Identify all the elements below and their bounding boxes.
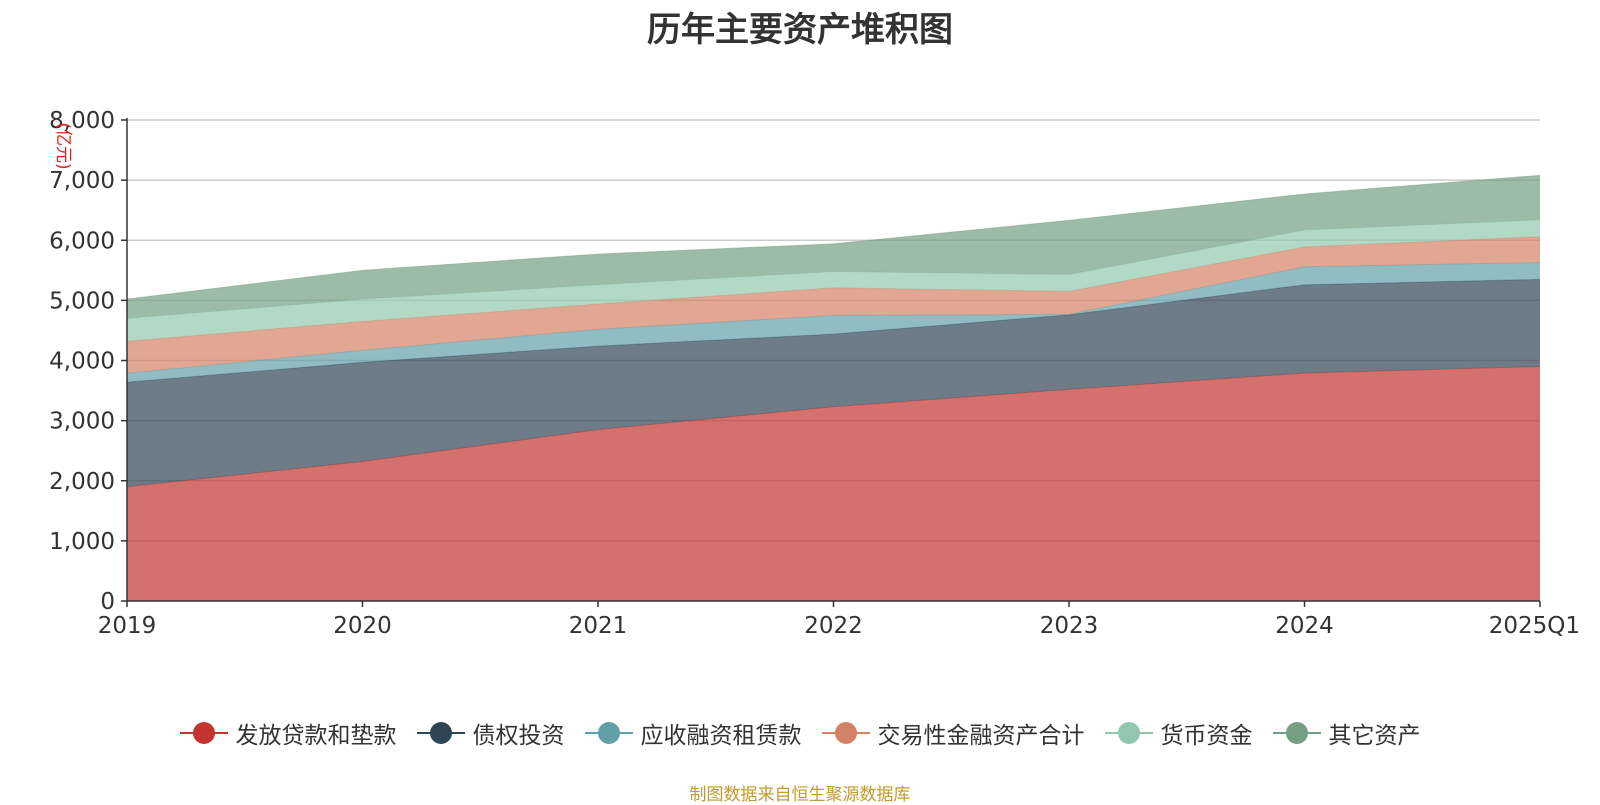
legend-label: 债权投资 [473, 716, 565, 750]
legend-item[interactable]: 货币资金 [1105, 716, 1253, 750]
legend-swatch-icon [417, 721, 465, 745]
areas [127, 175, 1540, 601]
y-tick-label: 7,000 [49, 168, 115, 194]
chart-legend: 发放贷款和垫款 债权投资 应收融资租赁款 交易性金融资产合计 货币资金 其它资产 [0, 716, 1600, 750]
legend-label: 发放贷款和垫款 [236, 716, 397, 750]
x-tick-label: 2020 [333, 613, 392, 639]
y-tick-label: 3,000 [49, 409, 115, 435]
legend-label: 应收融资租赁款 [641, 716, 802, 750]
x-tick-label: 2023 [1040, 613, 1099, 639]
y-tick-label: 5,000 [49, 288, 115, 314]
legend-swatch-icon [822, 721, 870, 745]
y-tick-label: 4,000 [49, 349, 115, 375]
legend-label: 其它资产 [1329, 716, 1421, 750]
legend-item[interactable]: 发放贷款和垫款 [180, 716, 397, 750]
legend-swatch-icon [1273, 721, 1321, 745]
x-tick-label: 2021 [569, 613, 628, 639]
y-tick-label: 2,000 [49, 469, 115, 495]
legend-swatch-icon [1105, 721, 1153, 745]
x-tick-label: 2025Q1 [1489, 613, 1580, 639]
legend-label: 交易性金融资产合计 [878, 716, 1085, 750]
legend-swatch-icon [180, 721, 228, 745]
x-tick-label: 2019 [98, 613, 157, 639]
y-tick-label: 0 [100, 589, 115, 615]
legend-item[interactable]: 债权投资 [417, 716, 565, 750]
legend-label: 货币资金 [1161, 716, 1253, 750]
stacked-area-chart: 01,0002,0003,0004,0005,0006,0007,0008,00… [0, 0, 1600, 800]
legend-item[interactable]: 交易性金融资产合计 [822, 716, 1085, 750]
x-tick-label: 2024 [1275, 613, 1334, 639]
legend-item[interactable]: 应收融资租赁款 [585, 716, 802, 750]
y-tick-label: 1,000 [49, 529, 115, 555]
legend-swatch-icon [585, 721, 633, 745]
y-axis-label: (亿元) [53, 122, 73, 169]
data-source-footer: 制图数据来自恒生聚源数据库 [0, 780, 1600, 805]
legend-item[interactable]: 其它资产 [1273, 716, 1421, 750]
x-tick-label: 2022 [804, 613, 863, 639]
y-tick-label: 6,000 [49, 228, 115, 254]
